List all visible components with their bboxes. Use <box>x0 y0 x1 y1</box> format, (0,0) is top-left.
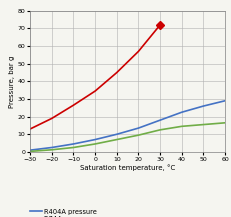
X-axis label: Saturation temperature, °C: Saturation temperature, °C <box>80 164 174 171</box>
Legend: R404A pressure, R744 pressure, R134a pressure, Denotes the critical point of R74: R404A pressure, R744 pressure, R134a pre… <box>30 209 156 217</box>
Y-axis label: Pressure, bar g: Pressure, bar g <box>9 55 15 108</box>
